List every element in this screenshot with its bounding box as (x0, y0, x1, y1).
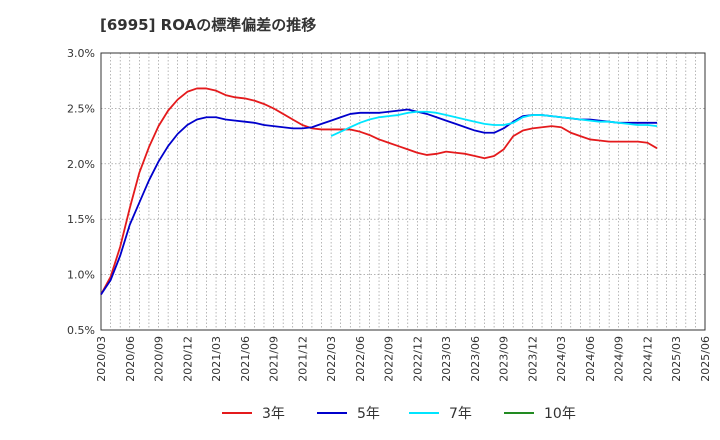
x-tick-label: 2020/12 (181, 336, 194, 382)
x-tick-label: 2024/09 (613, 336, 626, 382)
gridlines (101, 52, 705, 331)
y-axis-ticks: 0.5% 1.0% 1.5% 2.0% 2.5% 3.0% (67, 47, 95, 337)
legend-label: 5年 (357, 406, 380, 422)
y-tick-label: 0.5% (67, 324, 95, 337)
x-tick-label: 2023/06 (469, 336, 482, 382)
y-tick-label: 3.0% (67, 47, 95, 60)
x-tick-label: 2020/06 (124, 336, 137, 382)
y-tick-label: 2.0% (67, 158, 95, 171)
series-line-3年 (100, 87, 658, 295)
legend-label: 7年 (449, 406, 472, 422)
x-tick-label: 2021/03 (210, 336, 223, 382)
y-tick-label: 1.5% (67, 213, 95, 226)
x-tick-label: 2025/03 (670, 336, 683, 382)
y-tick-label: 1.0% (67, 269, 95, 282)
x-tick-label: 2024/03 (555, 336, 568, 382)
x-tick-label: 2022/06 (354, 336, 367, 382)
legend: 3年 5年 7年 10年 (222, 406, 576, 422)
x-tick-label: 2022/09 (383, 336, 396, 382)
x-tick-label: 2024/06 (584, 336, 597, 382)
x-axis-ticks: 2020/03 2020/06 2020/09 2020/12 2021/03 2021/… (95, 336, 712, 382)
x-tick-label: 2021/06 (239, 336, 252, 382)
x-tick-label: 2022/12 (411, 336, 424, 382)
x-tick-label: 2020/03 (95, 336, 108, 382)
y-tick-label: 2.5% (67, 102, 95, 115)
legend-label: 3年 (262, 406, 285, 422)
x-tick-label: 2025/06 (699, 336, 712, 382)
x-tick-label: 2024/12 (641, 336, 654, 382)
series-lines (100, 87, 658, 296)
x-tick-label: 2023/09 (498, 336, 511, 382)
legend-label: 10年 (544, 406, 576, 422)
x-tick-label: 2023/12 (526, 336, 539, 382)
x-tick-label: 2023/03 (440, 336, 453, 382)
x-tick-label: 2021/12 (296, 336, 309, 382)
x-tick-label: 2022/03 (325, 336, 338, 382)
x-tick-label: 2020/09 (153, 336, 166, 382)
series-line-7年 (330, 110, 658, 137)
plot-area-frame (100, 52, 706, 331)
x-tick-label: 2021/09 (268, 336, 281, 382)
chart-title: [6995] ROAの標準偏差の推移 (100, 16, 317, 34)
